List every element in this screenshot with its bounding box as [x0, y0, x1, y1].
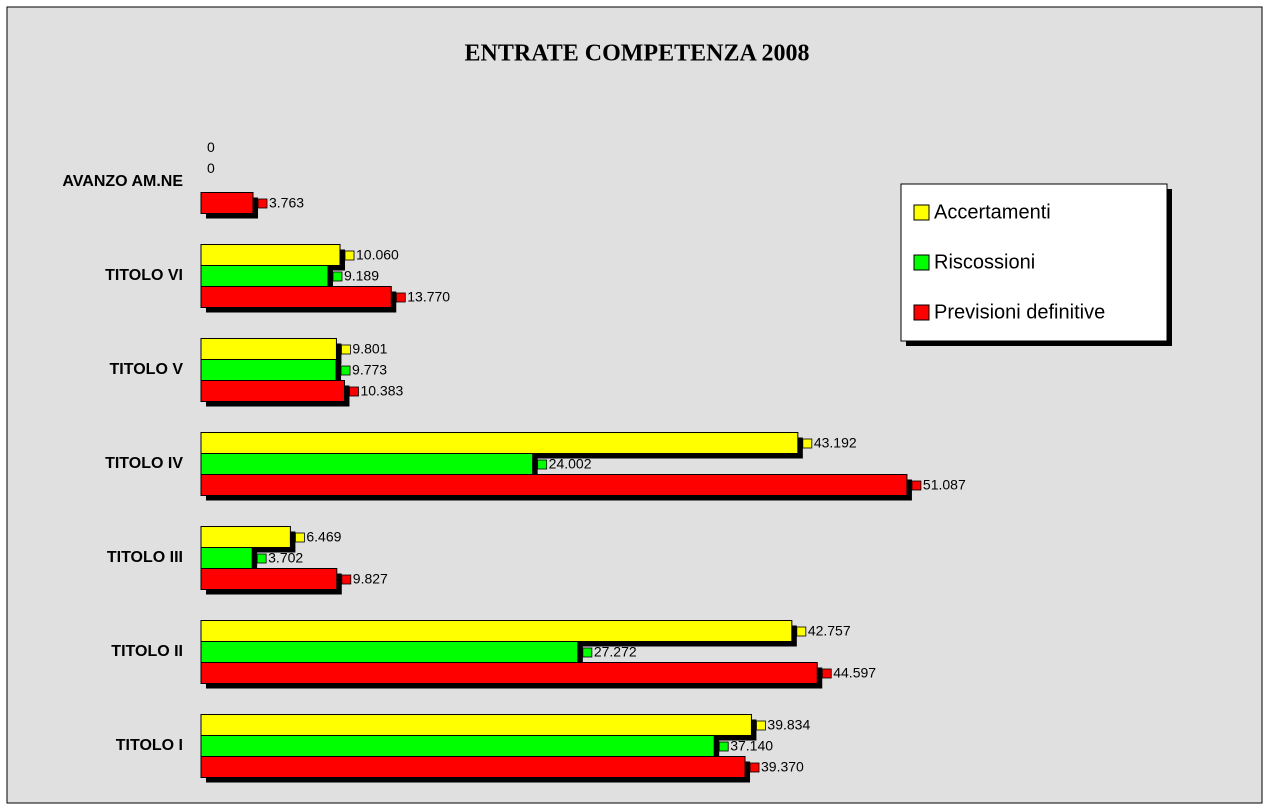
label-key	[537, 459, 548, 470]
bar	[200, 192, 254, 214]
chart-title: ENTRATE COMPETENZA 2008	[465, 41, 810, 67]
data-label: 9.189	[344, 268, 379, 284]
data-label: 3.763	[269, 195, 304, 211]
category-label: TITOLO V	[110, 361, 184, 378]
data-label: 10.060	[356, 247, 399, 263]
bar	[200, 432, 799, 454]
legend-swatch	[913, 204, 930, 221]
bar	[200, 286, 392, 308]
label-key	[796, 626, 807, 637]
data-label: 3.702	[268, 550, 303, 566]
data-label: 9.773	[352, 362, 387, 378]
data-label: 51.087	[923, 477, 966, 493]
data-label: 9.827	[353, 571, 388, 587]
bar	[200, 338, 337, 360]
data-label: 39.370	[761, 759, 804, 775]
data-label: 13.770	[407, 289, 450, 305]
data-label: 0	[207, 139, 215, 155]
label-key	[821, 668, 832, 679]
legend-label: Previsioni definitive	[934, 301, 1105, 323]
bar	[200, 380, 345, 402]
label-key	[340, 365, 351, 376]
data-label: 9.801	[352, 341, 387, 357]
label-key	[718, 741, 729, 752]
category-label: TITOLO IV	[105, 455, 183, 472]
category-label: AVANZO AM.NE	[62, 173, 183, 190]
legend-swatch	[913, 254, 930, 271]
legend: Accertamenti Riscossioni Previsioni defini…	[900, 183, 1172, 346]
category-label: TITOLO VI	[105, 267, 183, 284]
data-label: 39.834	[767, 717, 810, 733]
label-key	[344, 250, 355, 261]
label-key	[756, 720, 766, 731]
bar	[200, 620, 793, 642]
label-key	[257, 198, 268, 209]
label-key	[749, 762, 760, 773]
bar	[200, 474, 908, 496]
label-key	[332, 271, 343, 282]
label-key	[349, 386, 359, 397]
label-key	[582, 647, 593, 658]
bar	[200, 526, 291, 548]
category-label: TITOLO I	[116, 737, 183, 754]
label-key	[911, 480, 922, 491]
bar	[200, 244, 341, 266]
data-label: 27.272	[594, 644, 637, 660]
data-label: 24.002	[549, 456, 592, 472]
bar	[200, 265, 329, 287]
data-label: 6.469	[306, 529, 341, 545]
bar	[200, 735, 715, 757]
bar	[200, 641, 579, 663]
bar	[200, 714, 752, 736]
label-key	[256, 553, 267, 564]
label-key	[395, 292, 406, 303]
legend-swatch	[913, 304, 930, 321]
data-label: 43.192	[814, 435, 857, 451]
label-key	[341, 574, 352, 585]
bar	[200, 568, 338, 590]
data-label: 44.597	[833, 665, 876, 681]
bar	[200, 756, 746, 778]
category-label: TITOLO II	[111, 643, 183, 660]
bar	[200, 662, 818, 684]
bar	[200, 547, 253, 569]
bar	[200, 453, 534, 475]
bar	[200, 359, 337, 381]
data-label: 37.140	[730, 738, 773, 754]
data-label: 10.383	[360, 383, 403, 399]
label-key	[294, 532, 305, 543]
label-key	[802, 438, 813, 449]
label-key	[341, 344, 351, 355]
legend-box	[900, 183, 1168, 342]
data-label: 0	[207, 160, 215, 176]
category-label: TITOLO III	[107, 549, 183, 566]
data-label: 42.757	[808, 623, 851, 639]
legend-label: Accertamenti	[934, 201, 1051, 223]
legend-label: Riscossioni	[934, 251, 1035, 273]
